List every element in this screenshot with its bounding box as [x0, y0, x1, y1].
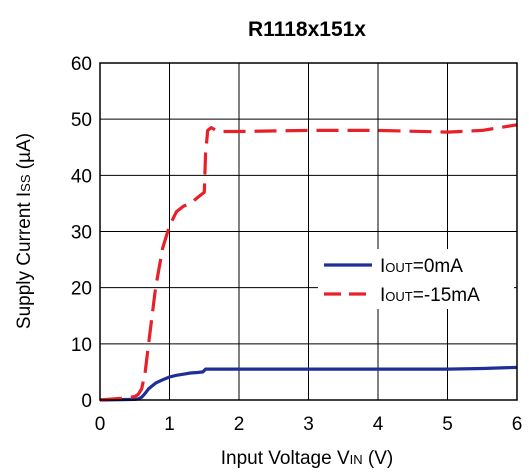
x-axis-title: Input Voltage VIN (V) [221, 448, 394, 469]
chart-title: R1118x151x [248, 18, 366, 41]
y-tick-label: 10 [71, 335, 92, 356]
x-tick-label: 6 [512, 414, 523, 435]
x-tick-labels: 0 1 2 3 4 5 6 [95, 414, 523, 435]
y-axis-title: Supply Current ISS (µA) [14, 133, 35, 329]
series-layer [99, 123, 518, 402]
x-tick-label: 1 [164, 414, 175, 435]
x-tick-label: 0 [95, 414, 106, 435]
grid [100, 63, 517, 400]
legend-label-iout-15ma: IOUT=-15mA [380, 285, 480, 306]
y-tick-label: 50 [71, 110, 92, 131]
series-line-0 [99, 365, 518, 402]
y-tick-label: 30 [71, 223, 92, 244]
legend: IOUT=0mA IOUT=-15mA [318, 249, 514, 309]
y-tick-label: 40 [71, 166, 92, 187]
x-tick-label: 4 [373, 414, 384, 435]
x-tick-label: 3 [303, 414, 314, 435]
x-tick-label: 2 [234, 414, 245, 435]
y-tick-label: 20 [71, 279, 92, 300]
y-tick-labels: 0 10 20 30 40 50 60 [71, 54, 92, 412]
y-tick-label: 0 [81, 391, 92, 412]
plot-frame [99, 62, 518, 401]
y-tick-label: 60 [71, 54, 92, 75]
legend-box [318, 249, 514, 309]
x-tick-label: 5 [442, 414, 453, 435]
series-line-1 [99, 123, 518, 402]
legend-label-iout-0ma: IOUT=0mA [380, 256, 463, 277]
